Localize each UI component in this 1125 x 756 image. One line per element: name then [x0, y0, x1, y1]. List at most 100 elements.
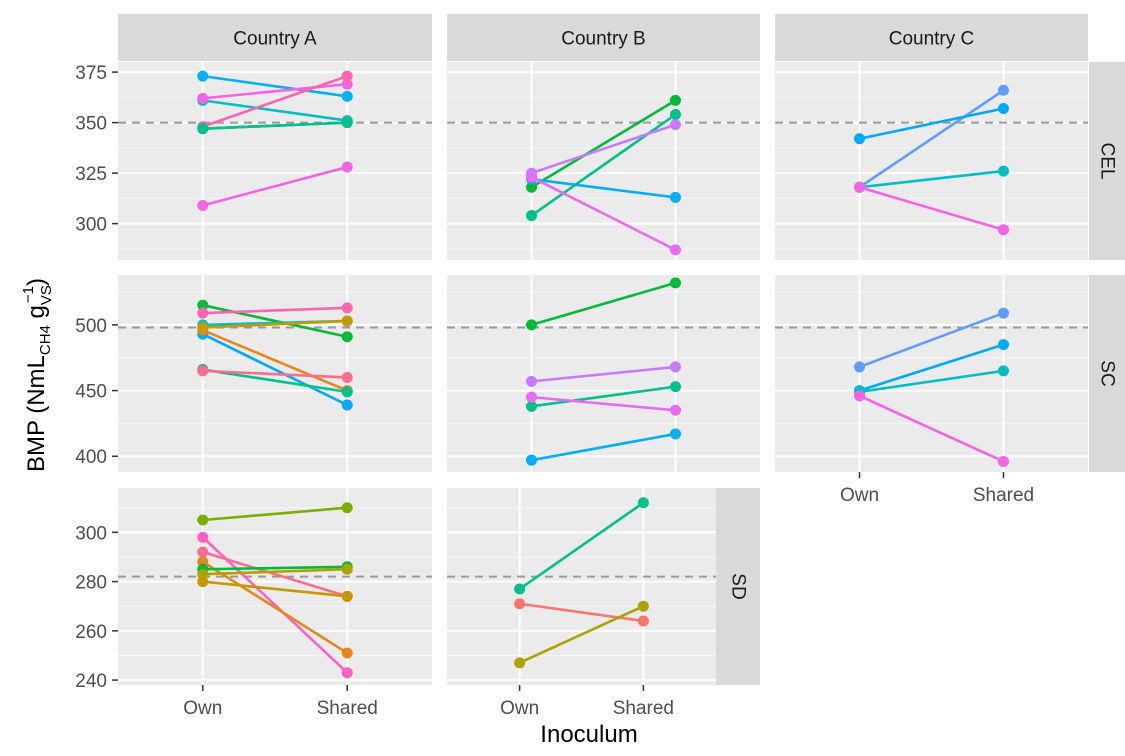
y-tick-label: 300	[75, 523, 107, 544]
data-point-shared	[997, 307, 1009, 319]
y-title-superscript: −1	[20, 286, 37, 303]
series-line	[531, 365, 676, 383]
series-line	[202, 306, 348, 315]
panel-background	[775, 275, 1088, 472]
data-point-own	[526, 171, 538, 183]
y-title-main: BMP (	[23, 406, 50, 472]
data-point-shared	[669, 428, 681, 440]
data-point-own	[514, 598, 526, 610]
data-point-own	[526, 319, 538, 331]
series-line	[202, 74, 348, 98]
data-point-shared	[637, 615, 649, 627]
series-line	[202, 369, 348, 379]
x-axis-title: Inoculum	[540, 721, 637, 748]
data-point-own	[197, 514, 209, 526]
series-line	[202, 74, 348, 128]
data-point-shared	[341, 647, 353, 659]
y-tick-label: 325	[75, 164, 107, 185]
series-line	[202, 319, 348, 329]
y-title-subscript-vs: VS	[38, 285, 55, 305]
data-point-shared	[341, 78, 353, 90]
data-point-shared	[997, 84, 1009, 96]
series-line	[531, 123, 676, 175]
x-tick-label: Own	[183, 698, 222, 719]
column-strip	[118, 14, 432, 61]
x-tick-label: Own	[840, 485, 879, 506]
y-tick-label: 240	[75, 671, 107, 692]
panel-country-c-sc	[775, 275, 1088, 472]
column-strip	[447, 14, 760, 61]
panel-country-c-cel	[775, 62, 1088, 260]
series-line	[202, 550, 348, 598]
series-line	[519, 605, 644, 665]
data-point-own	[854, 133, 866, 145]
data-point-shared	[997, 102, 1009, 114]
data-point-own	[197, 199, 209, 211]
row-strip	[716, 488, 760, 685]
data-point-shared	[341, 90, 353, 102]
panel-background	[118, 62, 432, 260]
data-point-shared	[341, 590, 353, 602]
data-point-own	[197, 546, 209, 558]
y-tick-label: 260	[75, 622, 107, 643]
panel-country-b-sc	[447, 275, 760, 472]
x-tick-label: Shared	[613, 698, 674, 719]
series-line	[859, 107, 1004, 141]
data-point-own	[526, 375, 538, 387]
y-title-unit-g: g	[23, 305, 50, 325]
column-strip	[775, 14, 1088, 61]
panel-background	[118, 488, 432, 685]
data-point-shared	[341, 502, 353, 514]
row-strip	[1089, 275, 1125, 472]
data-point-shared	[997, 339, 1009, 351]
y-tick-label: 300	[75, 215, 107, 236]
y-tick-label: 375	[75, 63, 107, 84]
panel-country-a-sc	[118, 275, 432, 472]
panel-background	[775, 62, 1088, 260]
data-point-own	[526, 391, 538, 403]
x-tick-label: Shared	[317, 698, 378, 719]
panel-country-a-cel	[118, 62, 432, 260]
data-point-own	[197, 576, 209, 588]
series-line	[518, 501, 645, 591]
series-line	[530, 99, 677, 189]
data-point-shared	[669, 94, 681, 106]
column-strip-label: Country C	[889, 29, 975, 50]
data-point-own	[197, 299, 209, 311]
series-line	[202, 580, 348, 598]
series-line	[858, 394, 1005, 463]
data-point-own	[197, 322, 209, 334]
series-line	[202, 303, 348, 338]
panel-background	[447, 488, 716, 685]
data-point-shared	[341, 563, 353, 575]
y-axis-title: BMP (NmLCH4 gVS−1)	[20, 278, 55, 472]
data-point-own	[197, 70, 209, 82]
data-point-own	[526, 400, 538, 412]
series-line	[531, 432, 676, 462]
data-point-own	[197, 365, 209, 377]
data-point-shared	[669, 119, 681, 131]
series-line	[202, 368, 348, 394]
x-tick-label: Own	[500, 698, 539, 719]
panel-country-b-cel	[447, 62, 760, 260]
data-point-own	[854, 390, 866, 402]
data-point-own	[197, 307, 209, 319]
series-line	[859, 186, 1004, 231]
y-tick-label: 350	[75, 114, 107, 135]
data-point-shared	[341, 70, 353, 82]
data-point-shared	[669, 244, 681, 256]
data-point-shared	[669, 277, 681, 289]
data-point-shared	[637, 497, 649, 509]
series-line	[202, 565, 348, 571]
series-line	[859, 369, 1004, 394]
data-point-own	[514, 583, 526, 595]
column-strip-label: Country B	[561, 29, 645, 50]
y-title-subscript: CH4	[37, 325, 54, 355]
series-line	[531, 281, 676, 327]
data-point-own	[197, 92, 209, 104]
series-line	[202, 99, 348, 122]
series-line	[202, 82, 348, 100]
data-point-shared	[341, 399, 353, 411]
data-point-shared	[341, 667, 353, 679]
data-point-shared	[669, 404, 681, 416]
